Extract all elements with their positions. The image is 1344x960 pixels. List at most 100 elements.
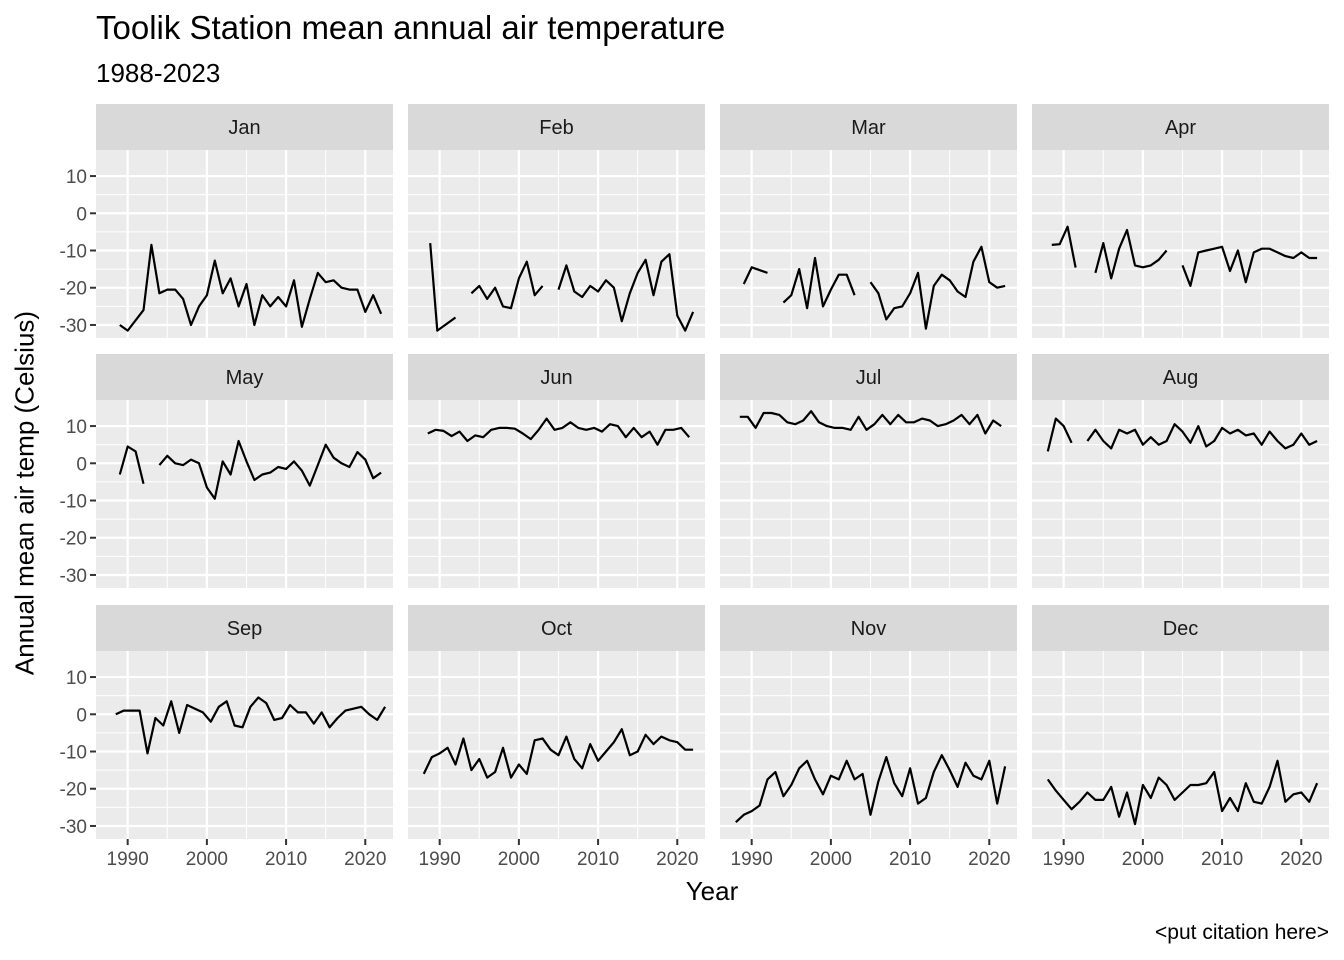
y-tick-label: -10 [60,492,87,513]
series-line [739,410,1002,435]
series-line [1181,245,1318,287]
facet-strip [96,354,393,400]
x-tick-label: 1990 [107,849,149,870]
facet-dec: Dec 1990 2000 2010 2020 [1032,605,1329,870]
chart-subtitle: 1988-2023 [96,58,221,88]
panel-background [720,651,1017,839]
facet-strip [1032,104,1329,150]
series-line [735,754,1007,824]
x-tick-label: 2010 [889,849,931,870]
series-line [1094,228,1168,280]
y-tick-label: -30 [60,316,87,337]
panel-background [96,651,393,839]
facet-nov: Nov 1990 2000 2010 2020 [720,605,1017,870]
x-tick-label: 2000 [810,849,852,870]
facet-strip [96,605,393,651]
y-tick-label: -10 [60,743,87,764]
series-line [1046,417,1073,452]
x-tick-label: 1990 [1043,849,1085,870]
panel-background [408,651,705,839]
panel-background [96,150,393,338]
series-line [1046,759,1319,826]
series-line [427,417,691,446]
x-axis-title: Year [685,876,739,906]
y-tick-label: -30 [60,566,87,587]
facet-strip [96,104,393,150]
panel-background [1032,400,1329,588]
facet-strip-label: Dec [1163,618,1199,640]
facet-aug: Aug [1032,354,1329,588]
x-tick-label: 1990 [731,849,773,870]
y-tick-label: -20 [60,780,87,801]
facet-strip [720,354,1017,400]
x-tick-label: 1990 [419,849,461,870]
facet-strip-label: Sep [227,618,263,640]
x-tick-label: 2010 [1201,849,1243,870]
facet-strip-label: Apr [1165,117,1196,139]
facet-strip [408,354,705,400]
facet-strip-label: Nov [851,618,887,640]
x-tick-label: 2000 [1122,849,1164,870]
series-line [557,253,695,332]
y-tick-label: 10 [66,417,87,438]
y-tick-label: -20 [60,279,87,300]
facet-strip-label: Jun [540,367,572,389]
series-line [158,439,382,500]
facet-strip [408,104,705,150]
y-tick-label: 0 [76,204,87,225]
facet-strip-label: Jul [856,367,882,389]
facet-jul: Jul [720,354,1017,588]
facet-strip-label: Feb [539,117,573,139]
facet-strip-label: Aug [1163,367,1199,389]
facet-jan: Jan -30 -20 -10 0 10 [60,104,393,338]
panel-background [408,150,705,338]
panel-background [720,150,1017,338]
y-tick-label: -30 [60,817,87,838]
facet-strip [720,104,1017,150]
x-tick-label: 2020 [656,849,698,870]
series-line [470,260,544,310]
facet-strip-label: Jan [228,117,260,139]
x-tick-label: 2010 [577,849,619,870]
y-tick-label: 0 [76,454,87,475]
y-tick-label: -10 [60,242,87,263]
panel-background [1032,651,1329,839]
facet-may: May -30 -20 -10 0 10 [60,354,393,588]
panel-background [1032,150,1329,338]
facet-sep: Sep -30 -20 -10 0 10 1990 2000 2010 2020 [60,605,393,870]
facet-strip [1032,605,1329,651]
facet-strip [1032,354,1329,400]
series-line [869,245,1006,330]
facet-jun: Jun [408,354,705,588]
y-tick-label: -20 [60,529,87,550]
x-tick-label: 2020 [968,849,1010,870]
series-line [118,445,145,485]
series-line [1051,225,1077,268]
facet-strip [408,605,705,651]
y-axis-title: Annual mean air temp (Celsius) [9,310,40,676]
series-line [115,696,387,755]
facet-mar: Mar [720,104,1017,338]
facet-strip-label: Oct [541,618,573,640]
facet-apr: Apr [1032,104,1329,338]
panel-background [96,400,393,588]
series-line [429,243,457,332]
y-tick-label: 0 [76,705,87,726]
x-tick-label: 2020 [344,849,386,870]
series-line [119,243,383,332]
facet-strip-label: May [226,367,264,389]
facet-feb: Feb [408,104,705,338]
x-tick-label: 2020 [1280,849,1322,870]
facet-strip [720,605,1017,651]
x-tick-label: 2000 [498,849,540,870]
series-line [422,728,694,779]
series-line [782,256,856,310]
facet-oct: Oct 1990 2000 2010 2020 [408,605,705,870]
series-line [742,266,768,285]
y-tick-label: 10 [66,668,87,689]
facet-strip-label: Mar [851,117,886,139]
series-line [1086,423,1318,450]
y-tick-label: 10 [66,167,87,188]
chart-caption: <put citation here> [1155,921,1329,944]
